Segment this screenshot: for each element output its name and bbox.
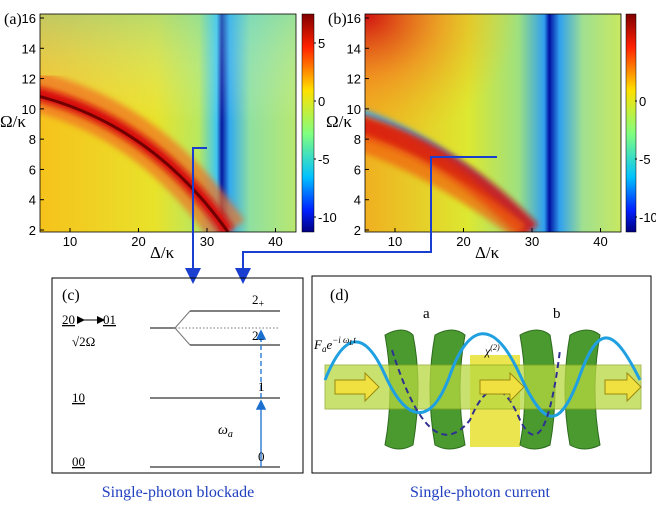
chi-label: χ(2) xyxy=(484,343,500,358)
drive-exp: e xyxy=(326,337,332,352)
y-tick-label: 16 xyxy=(22,11,36,26)
y-tick-label: 2 xyxy=(354,223,361,238)
y-tick-label: 12 xyxy=(22,72,36,87)
colorbar-tick-label: -10 xyxy=(639,210,656,225)
y-tick-label: 10 xyxy=(347,102,361,117)
colorbar-b xyxy=(625,13,637,233)
level-base: 2 xyxy=(252,328,259,343)
plot-frame-b xyxy=(364,13,622,233)
cavity-label: b xyxy=(553,306,561,322)
state-label: 01 xyxy=(103,312,116,327)
level-base: 2 xyxy=(252,292,259,307)
plot-frame-a xyxy=(39,13,297,233)
panel-label: (c) xyxy=(62,287,80,304)
level-label: 2− xyxy=(252,328,265,346)
y-tick-label: 14 xyxy=(347,41,361,56)
drive-base: F xyxy=(313,337,323,352)
x-tick-label: 30 xyxy=(200,234,214,249)
x-tick-label: 10 xyxy=(388,234,402,249)
x-axis-title: Δ/κ xyxy=(150,243,175,262)
y-tick-label: 2 xyxy=(29,223,36,238)
cavity-label: a xyxy=(423,306,430,322)
panel-box xyxy=(51,277,304,474)
level-sub: − xyxy=(259,335,265,346)
colorbar-tick-label: 5 xyxy=(318,36,325,51)
x-tick-label: 20 xyxy=(456,234,470,249)
drive-sup-sub: L xyxy=(348,339,353,347)
y-tick-label: 8 xyxy=(354,132,361,147)
chi-symbol: χ xyxy=(484,344,491,358)
x-tick-label: 10 xyxy=(63,234,77,249)
cavity-illustration xyxy=(323,329,642,450)
pump-symbol: ω xyxy=(218,423,228,438)
x-tick-label: 40 xyxy=(593,234,607,249)
y-axis-title: Ω/κ xyxy=(326,112,352,131)
caption: Single-photon current xyxy=(410,484,551,501)
state-label: 00 xyxy=(72,454,85,469)
y-tick-label: 8 xyxy=(29,132,36,147)
connector-b xyxy=(235,156,497,284)
y-tick-label: 6 xyxy=(354,162,361,177)
panel-box xyxy=(311,275,652,474)
colorbar-tick-label: 0 xyxy=(318,94,325,109)
y-tick-label: 4 xyxy=(29,193,36,208)
x-tick-label: 20 xyxy=(131,234,145,249)
pump-label: ωa xyxy=(218,423,233,440)
y-tick-label: 10 xyxy=(22,102,36,117)
caption: Single-photon blockade xyxy=(102,484,254,501)
y-axis-title: Ω/κ xyxy=(0,112,26,131)
level-sub: + xyxy=(259,299,265,310)
heatmap-b xyxy=(365,14,621,232)
panel-label: (b) xyxy=(328,11,347,28)
state-label: 10 xyxy=(72,390,85,405)
colorbar-tick-label: -5 xyxy=(639,152,651,167)
x-axis-title: Δ/κ xyxy=(475,243,500,262)
colorbar-tick-label: -10 xyxy=(318,210,337,225)
drive-sup-end: t xyxy=(353,335,356,345)
panel-label: (d) xyxy=(330,287,349,304)
drive-sub: a xyxy=(322,344,327,354)
energy-levels xyxy=(150,310,280,468)
y-tick-label: 14 xyxy=(22,41,36,56)
y-tick-label: 12 xyxy=(347,72,361,87)
level-label: 2+ xyxy=(252,292,265,310)
y-tick-label: 6 xyxy=(29,162,36,177)
connector-a xyxy=(185,147,207,284)
x-tick-label: 30 xyxy=(525,234,539,249)
heatmap-a xyxy=(40,14,296,232)
colorbar-a xyxy=(301,13,315,233)
coupling-label: √2Ω xyxy=(72,334,95,349)
colorbar-tick-label: 0 xyxy=(639,94,646,109)
panel-label: (a) xyxy=(4,11,22,28)
level-label: 1 xyxy=(258,379,265,394)
colorbar-tick-label: -5 xyxy=(318,152,330,167)
x-tick-label: 40 xyxy=(268,234,282,249)
pump-sub: a xyxy=(228,429,233,440)
y-tick-label: 16 xyxy=(347,11,361,26)
drive-label: Fae−i ωLt xyxy=(313,335,356,354)
state-label: 20 xyxy=(62,312,75,327)
level-label: 0 xyxy=(258,449,265,464)
chi-sup: (2) xyxy=(490,343,500,352)
y-tick-label: 4 xyxy=(354,193,361,208)
drive-sup: −i ω xyxy=(332,335,349,345)
